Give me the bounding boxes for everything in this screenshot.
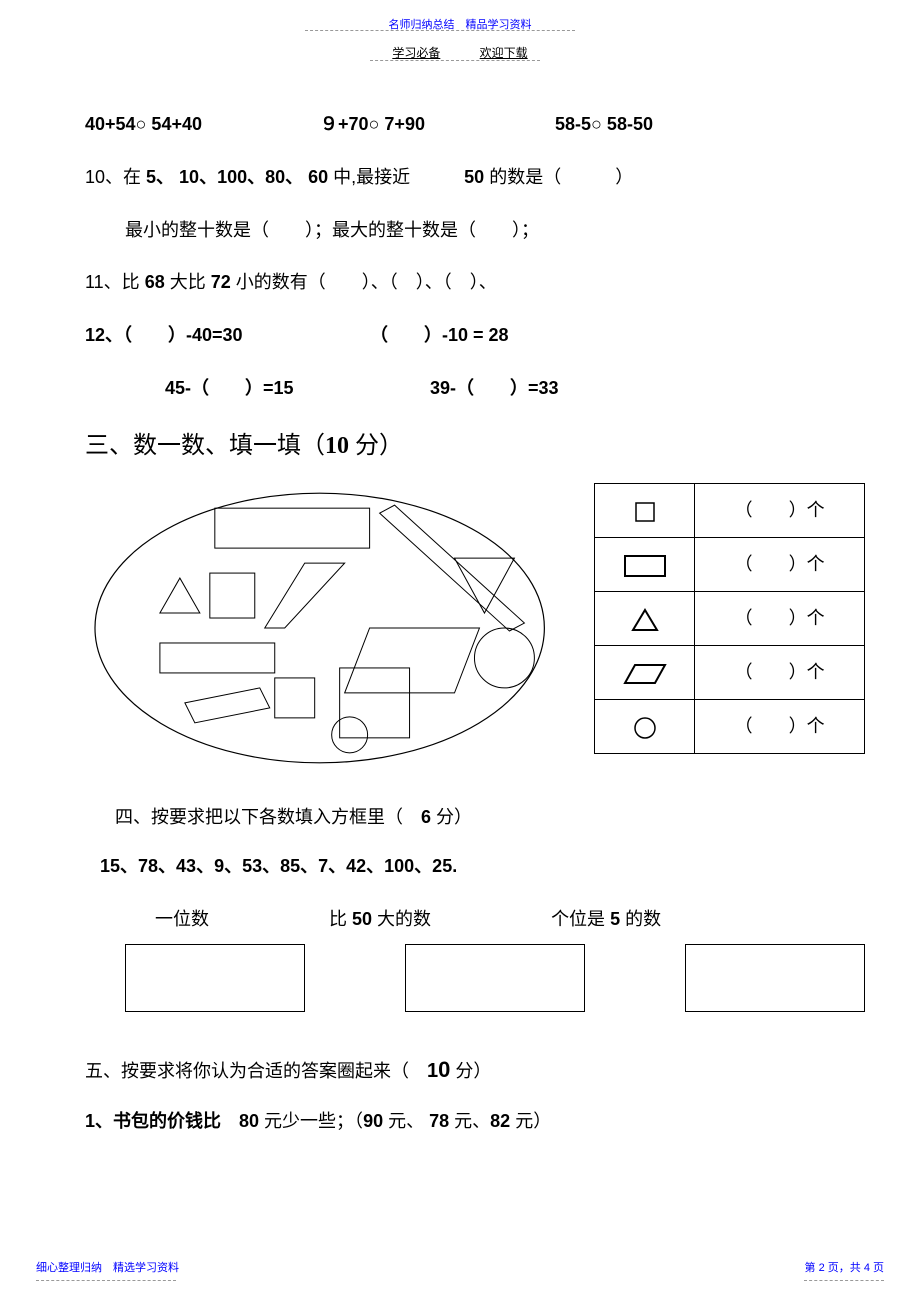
- q12-d: 39-（ ）=33: [430, 378, 559, 398]
- q10-nums: 5、 10、100、80、 60: [146, 167, 328, 187]
- header-sub-dash-line: [370, 60, 540, 61]
- section4-title: 四、按要求把以下各数填入方框里（ 6 分）: [115, 803, 865, 832]
- square-small-icon: [634, 501, 656, 523]
- q1-90: 90: [363, 1111, 383, 1131]
- q1-suf: 元）: [510, 1111, 551, 1131]
- header-sub-right: 欢迎下载: [480, 46, 528, 60]
- q12-c: 45-（ ）=15: [165, 374, 425, 403]
- square-small-icon-cell: [595, 484, 695, 538]
- triangle-icon: [630, 607, 660, 633]
- header-sub: 学习必备 欢迎下载: [0, 44, 920, 61]
- q1-prefix: 1、书包的价钱比: [85, 1111, 239, 1131]
- footer-right-text: 第 2 页，共 4 页: [805, 1259, 884, 1275]
- s3-suf: 分）: [349, 433, 403, 459]
- s3-pre: 三、数一数、填一填（: [85, 433, 325, 459]
- shapes-oval-diagram: [85, 483, 554, 773]
- q10-line2: 最小的整十数是（ ）；最大的整十数是（ ）；: [125, 216, 865, 245]
- q12-a: 12、（ ）-40=30: [85, 321, 365, 350]
- comparison-row: 40+54○ 54+40 ９+70○ 7+90 58-5○ 58-50: [85, 110, 865, 139]
- footer-dash-left: [36, 1280, 176, 1281]
- parallelogram-icon-cell: [595, 646, 695, 700]
- parallelogram-count: （ ）个: [695, 646, 865, 700]
- q10-suffix: 的数是（ ）: [484, 167, 633, 187]
- section4-labels: 一位数 比 50 大的数 个位是 5 的数: [155, 905, 865, 934]
- q12-line1: 12、（ ）-40=30 （ ）-10 = 28: [85, 321, 865, 350]
- circle-icon-cell: [595, 700, 695, 754]
- section5-q1: 1、书包的价钱比 80 元少一些；（90 元、 78 元、82 元）: [85, 1107, 865, 1136]
- label-ones-5: 个位是 5 的数: [551, 905, 661, 934]
- s4-num: 6: [421, 807, 431, 827]
- q10-prefix: 10、在: [85, 167, 146, 187]
- section4-boxes: [125, 944, 865, 1012]
- shapes-count-table: （ ）个 （ ）个 （ ）个 （ ）个: [594, 483, 865, 754]
- q12-b: （ ）-10 = 28: [370, 325, 509, 345]
- s4-suf: 分）: [431, 807, 472, 827]
- header-dash-line: [305, 30, 575, 31]
- section4-numbers: 15、78、43、9、53、85、7、42、100、25.: [100, 852, 865, 881]
- q11-line: 11、比 68 大比 72 小的数有（ ）、（ ）、（ ）、: [85, 268, 865, 297]
- footer-dash-right: [804, 1280, 884, 1281]
- s5-suf: 分）: [450, 1061, 491, 1081]
- label-gt-50: 比 50 大的数: [329, 905, 431, 934]
- triangle-icon-cell: [595, 592, 695, 646]
- footer-left-text: 细心整理归纳 精选学习资料: [36, 1259, 179, 1275]
- section3-title: 三、数一数、填一填（10 分）: [85, 427, 865, 465]
- q1-82: 82: [490, 1111, 510, 1131]
- page-content: 40+54○ 54+40 ９+70○ 7+90 58-5○ 58-50 10、在…: [85, 110, 865, 1160]
- rectangle-icon-cell: [595, 538, 695, 592]
- parallelogram-icon: [623, 662, 667, 686]
- box-one-digit: [125, 944, 305, 1012]
- q10-mid: 中,最接近: [328, 167, 410, 187]
- box-ones-5: [685, 944, 865, 1012]
- q10-target: 50: [464, 167, 484, 187]
- q1-mid: 元少一些；（: [259, 1111, 363, 1131]
- s5-pre: 五、按要求将你认为合适的答案圈起来（: [85, 1061, 427, 1081]
- compare-a: 40+54○ 54+40: [85, 110, 315, 139]
- compare-c: 58-5○ 58-50: [555, 110, 653, 139]
- shapes-section: （ ）个 （ ）个 （ ）个 （ ）个: [85, 483, 865, 773]
- triangle-count: （ ）个: [695, 592, 865, 646]
- header-sub-left: 学习必备: [392, 46, 440, 60]
- s3-num: 10: [325, 433, 349, 459]
- rectangle-icon: [623, 554, 667, 578]
- section5-title: 五、按要求将你认为合适的答案圈起来（ 10 分）: [85, 1052, 865, 1087]
- s5-num: 10: [427, 1060, 450, 1082]
- circle-count: （ ）个: [695, 700, 865, 754]
- box-gt-50: [405, 944, 585, 1012]
- circle-icon: [633, 716, 657, 740]
- q11-text: 11、比 68 大比 72 小的数有（ ）、（ ）、（ ）、: [85, 272, 497, 292]
- s4-pre: 四、按要求把以下各数填入方框里（: [115, 807, 421, 827]
- rectangle-count: （ ）个: [695, 538, 865, 592]
- q12-line2: 45-（ ）=15 39-（ ）=33: [165, 374, 865, 403]
- q1-80: 80: [239, 1111, 259, 1131]
- label-one-digit: 一位数: [155, 905, 209, 934]
- square-small-count: （ ）个: [695, 484, 865, 538]
- q1-78: 78: [429, 1111, 449, 1131]
- compare-b: ９+70○ 7+90: [320, 110, 550, 139]
- q10-line1: 10、在 5、 10、100、80、 60 中,最接近 50 的数是（ ）: [85, 163, 865, 192]
